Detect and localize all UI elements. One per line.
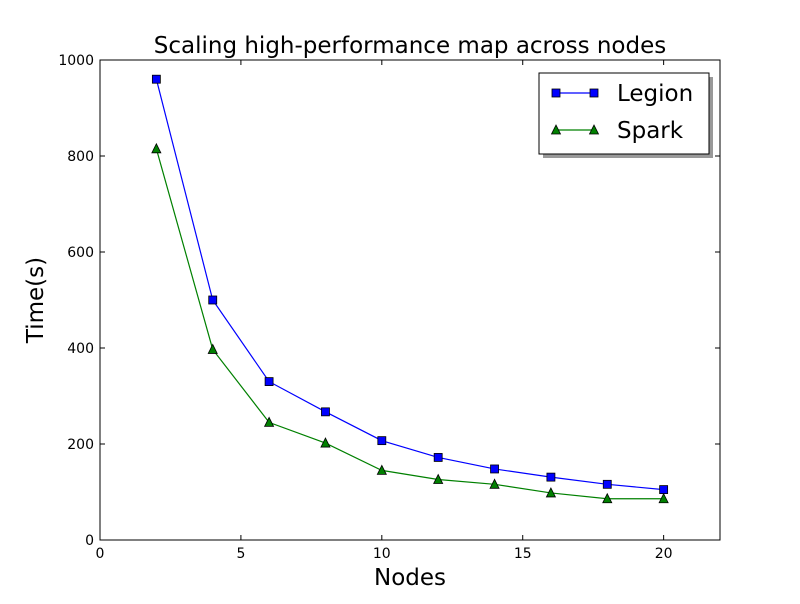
legion-point (151, 74, 161, 84)
legion-point (321, 407, 330, 417)
spark-point (376, 464, 387, 475)
x-tick-label: 0 (96, 546, 105, 562)
y-tick-label: 600 (67, 245, 94, 261)
spark-point (433, 473, 444, 484)
legion-point (208, 295, 218, 305)
legend-entry-spark: Spark (550, 118, 684, 144)
series-legion (151, 74, 669, 495)
legend-marker-spark (550, 124, 562, 135)
x-tick-label: 5 (236, 546, 245, 562)
spark-point (263, 416, 275, 427)
legion-point (546, 472, 556, 482)
legion-line (155, 79, 664, 491)
legion-point (490, 464, 499, 474)
spark-point (489, 478, 500, 489)
legion-point (377, 436, 387, 446)
legend-box (538, 72, 710, 155)
x-tick-label: 15 (514, 546, 532, 562)
y-tick-label: 200 (67, 437, 94, 453)
x-axis-label: Nodes (374, 565, 446, 591)
series-spark (151, 142, 669, 504)
y-tick-label: 800 (67, 149, 94, 165)
y-tick-label: 0 (85, 533, 94, 549)
legion-point (659, 485, 669, 495)
spark-point (207, 343, 218, 354)
y-tick-label: 1000 (58, 53, 94, 69)
spark-point (151, 142, 162, 154)
legion-point (602, 479, 612, 489)
plot-frame (99, 59, 721, 541)
legion-point (433, 453, 443, 462)
y-axis: 0 200 400 600 800 1000 (58, 53, 720, 549)
legend-marker-legion (589, 88, 599, 98)
x-tick-label: 10 (373, 546, 391, 562)
legend: Legion Spark (538, 72, 713, 158)
legend-marker-legion (551, 88, 561, 98)
x-tick-label: 20 (655, 546, 673, 562)
legend-label-spark: Spark (617, 118, 684, 144)
spark-line (155, 148, 664, 500)
spark-point (320, 437, 331, 448)
legend-marker-spark (588, 124, 600, 135)
y-axis-label: Time(s) (23, 257, 49, 344)
chart-title: Scaling high-performance map across node… (154, 33, 667, 59)
series-layer (151, 74, 669, 504)
legend-label-legion: Legion (617, 81, 693, 107)
legion-point (264, 377, 274, 387)
spark-point (545, 487, 557, 498)
spark-point (602, 492, 613, 504)
spark-point (658, 492, 669, 504)
y-tick-label: 400 (67, 341, 94, 357)
x-axis: 0 5 10 15 20 (96, 60, 673, 562)
legend-entry-legion: Legion (551, 81, 693, 107)
